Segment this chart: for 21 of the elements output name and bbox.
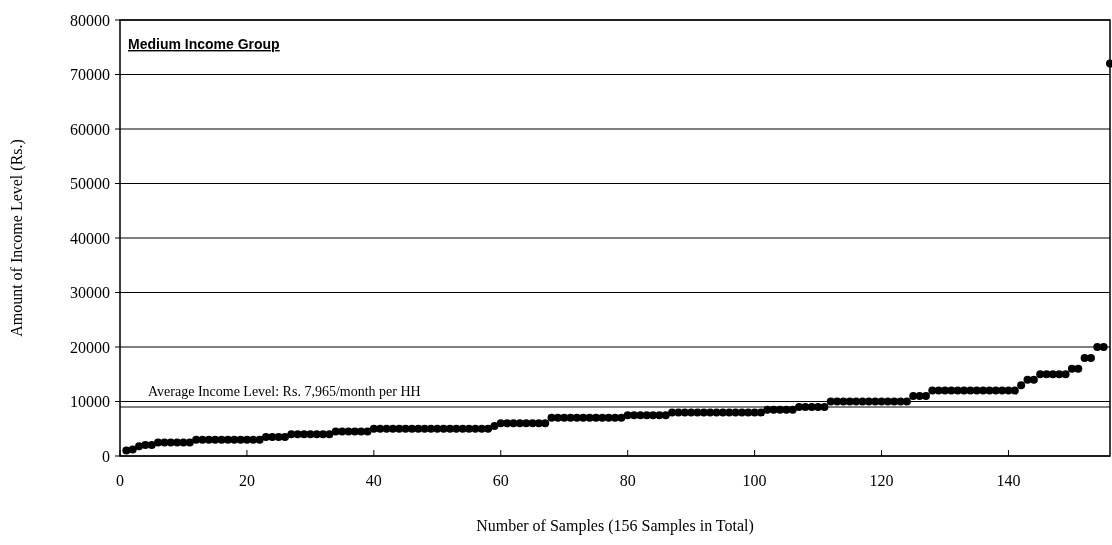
x-tick-label: 20 [238,472,255,489]
y-tick-label: 80000 [70,11,110,29]
y-tick-label: 0 [102,447,110,465]
y-tick-label: 50000 [70,175,110,193]
y-tick-label: 10000 [70,393,110,411]
y-tick-label: 60000 [70,120,110,138]
y-tick-label: 70000 [70,66,110,84]
x-tick-label: 100 [742,472,767,489]
y-tick-label: 40000 [70,229,110,247]
y-tick-label: 20000 [70,338,110,356]
text: Medium Income Group [128,36,280,52]
x-tick-label: 80 [619,472,636,489]
ref-line-label: Average Income Level: Rs. 7,965/month per HH [148,383,421,399]
x-tick-label: 140 [996,472,1021,489]
y-tick-label: 30000 [70,284,110,302]
x-tick-label: 40 [365,472,382,489]
x-tick-label: 120 [869,472,894,489]
x-tick-label: 60 [492,472,509,489]
x-tick-label: 0 [116,472,124,489]
y-axis-title: Amount of Income Level (Rs.) [8,139,26,337]
x-axis-title: Number of Samples (156 Samples in Total) [476,517,754,535]
